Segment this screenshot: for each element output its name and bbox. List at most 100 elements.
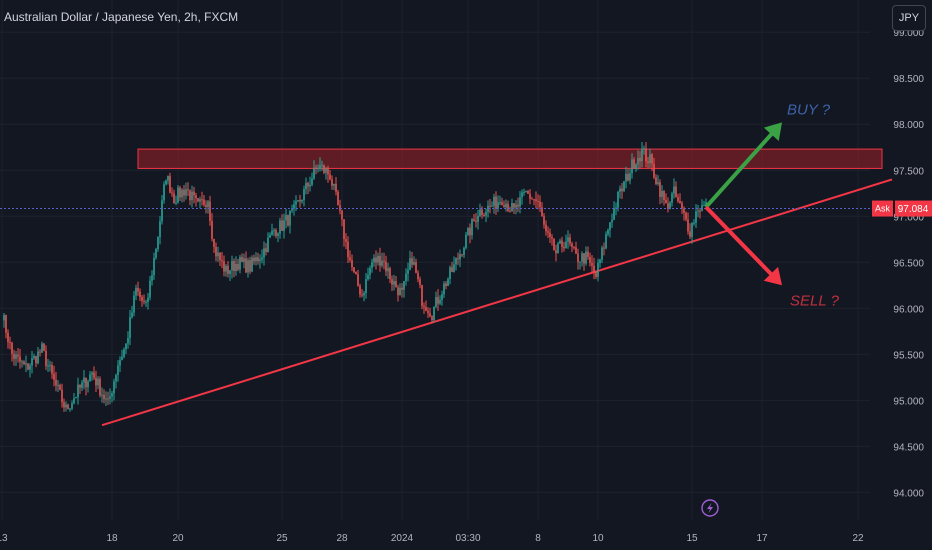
candle-body [157,237,159,250]
candle-body [393,281,395,285]
y-tick-label: 94.000 [893,488,924,499]
candle-body [641,149,643,162]
candle-body [639,157,641,162]
lightning-icon[interactable] [701,499,719,517]
candle-body [399,287,401,296]
candle-body [281,220,283,231]
x-tick-label: 8 [535,533,541,544]
candle-body [665,199,667,204]
candle-body [233,261,235,271]
candle-body [171,192,173,194]
candle-body [207,201,209,207]
candle-body [617,192,619,208]
candle-body [467,227,469,235]
candle-body [581,253,583,262]
candle-body [563,246,565,249]
candle-body [205,204,207,207]
candle-body [533,199,535,201]
buy-arrow [704,122,782,209]
candle-body [335,183,337,192]
candle-body [667,203,669,210]
candle-body [209,201,211,221]
candle-body [303,189,305,201]
candle-body [409,258,411,270]
candle-body [355,272,357,275]
candle-body [253,257,255,262]
candle-body [489,205,491,207]
candle-body [3,315,5,321]
candle-body [465,234,467,248]
y-tick-label: 95.000 [893,396,924,407]
candle-body [377,255,379,263]
candle-body [305,183,307,190]
candle-body [679,201,681,203]
candle-body [231,261,233,271]
candle-body [175,202,177,204]
candle-body [223,261,225,272]
currency-button[interactable]: JPY [892,5,926,31]
candle-body [395,281,397,288]
candle-body [131,312,133,318]
candle-body [113,381,115,394]
candle-body [193,191,195,196]
candle-body [21,361,23,363]
support-trendline[interactable] [101,178,893,427]
candle-body [653,163,655,178]
candle-body [135,287,137,296]
candle-body [471,219,473,236]
time-axis[interactable]: 13 18 20 25 28 2024 03:30 8 10 15 17 22 [0,533,864,544]
candle-body [45,350,47,367]
trendline-layer [101,178,893,427]
x-tick-label: 03:30 [455,533,480,544]
price-axis[interactable]: 99.000 98.500 98.000 97.500 97.000 96.500 96.0… [893,28,924,499]
candle-body [115,375,117,382]
candle-body [121,356,123,361]
candle-body [165,180,167,185]
candle-body [149,280,151,298]
candle-body [313,167,315,179]
candle-body [351,260,353,268]
candle-body [511,203,513,211]
candle-body [23,361,25,365]
x-tick-label: 28 [336,533,348,544]
candle-body [301,200,303,202]
candle-body [385,261,387,272]
candle-body [491,205,493,207]
candle-body [53,373,55,380]
candle-body [397,287,399,296]
candle-body [183,189,185,196]
y-tick-label: 96.000 [893,304,924,315]
x-tick-label: 2024 [391,533,414,544]
candle-body [497,202,499,209]
candle-body [419,279,421,285]
candle-body [457,258,459,260]
candle-body [189,190,191,201]
candle-body [593,265,595,272]
candle-body [469,227,471,236]
candle-body [383,260,385,262]
candle-body [433,306,435,321]
candle-body [235,263,237,271]
candle-body [643,148,645,150]
candle-body [333,183,335,186]
candle-body [71,403,73,409]
candle-body [375,257,377,263]
candle-body [221,260,223,262]
candle-body [129,317,131,339]
candle-body [529,193,531,199]
candle-body [517,204,519,207]
candle-body [361,294,363,296]
candle-body [685,212,687,220]
candle-body [557,243,559,254]
candle-body [687,219,689,232]
candle-body [141,297,143,301]
candle-body [191,191,193,201]
candle-body [691,222,693,237]
candle-body [43,343,45,351]
candle-body [261,257,263,260]
candle-body [523,191,525,193]
candle-body [41,343,43,353]
candle-body [59,385,61,390]
